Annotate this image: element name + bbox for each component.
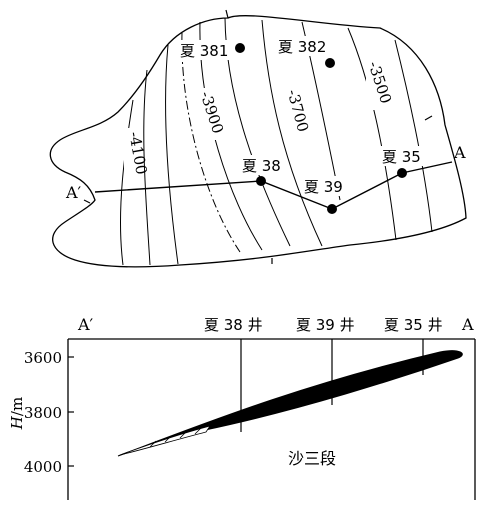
sand-pinchout	[119, 425, 211, 456]
section-end-label: A	[453, 143, 466, 162]
well-name-label: 夏 38 井	[204, 316, 263, 334]
well-name-label: 夏 35 井	[384, 316, 443, 334]
y-tick-label: 3600	[24, 349, 62, 367]
well-dot	[256, 176, 266, 186]
contour-line	[394, 39, 433, 233]
well-label: 夏 39	[304, 178, 343, 196]
formation-label: 沙三段	[288, 449, 336, 468]
contour-line	[347, 27, 397, 241]
section-left-label: A′	[77, 315, 94, 334]
contour-line	[143, 69, 151, 266]
boundary-ticks	[83, 9, 433, 264]
well-label: 夏 38	[242, 157, 281, 175]
cross-section: A′ 夏 38 井 夏 39 井 夏 35 井 A 3600 3800 4000…	[8, 315, 476, 500]
pinchout-hatch	[149, 427, 202, 448]
well-label: 夏 381	[180, 42, 228, 60]
well-dot	[327, 204, 337, 214]
well-label: 夏 35	[382, 148, 421, 166]
contour-line	[261, 19, 323, 247]
contour-line-dashdot	[181, 32, 241, 253]
contour-line	[120, 99, 134, 266]
contour-map: -4100 -3900 -3700 -3500 夏 381 夏 382 夏 38…	[49, 9, 467, 268]
y-axis-label: H/m	[8, 397, 26, 430]
y-tick-label: 3800	[24, 404, 62, 422]
well-dot	[325, 58, 335, 68]
section-right-label: A	[461, 315, 474, 334]
section-start-label: A′	[65, 183, 82, 202]
y-tick-label: 4000	[24, 458, 62, 476]
well-name-label: 夏 39 井	[296, 316, 355, 334]
contour-line	[165, 44, 179, 265]
map-boundary	[49, 15, 467, 268]
well-label: 夏 382	[278, 38, 326, 56]
well-dot	[235, 43, 245, 53]
well-dot	[397, 168, 407, 178]
